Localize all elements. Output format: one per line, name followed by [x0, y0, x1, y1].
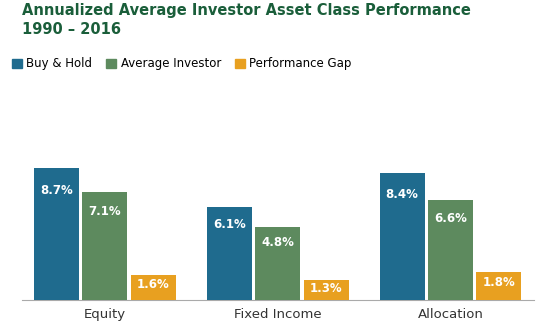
Text: 6.6%: 6.6% [434, 212, 467, 225]
Bar [428, 200, 473, 300]
Bar [131, 275, 176, 300]
Text: 1.3%: 1.3% [310, 282, 343, 295]
Legend: Buy & Hold, Average Investor, Performance Gap: Buy & Hold, Average Investor, Performanc… [8, 53, 356, 75]
Bar [379, 172, 425, 300]
Text: 8.7%: 8.7% [40, 184, 73, 197]
Bar [255, 227, 300, 300]
Text: Annualized Average Investor Asset Class Performance
1990 – 2016: Annualized Average Investor Asset Class … [22, 3, 471, 37]
Text: 7.1%: 7.1% [89, 205, 121, 218]
Bar [207, 207, 252, 300]
Text: 6.1%: 6.1% [213, 218, 246, 231]
Bar [476, 272, 521, 300]
Text: 4.8%: 4.8% [261, 236, 294, 249]
Text: 1.6%: 1.6% [137, 278, 170, 291]
Text: 1.8%: 1.8% [482, 276, 515, 289]
Text: 8.4%: 8.4% [386, 188, 419, 201]
Bar [82, 192, 128, 300]
Bar [34, 168, 79, 300]
Bar [304, 280, 349, 300]
